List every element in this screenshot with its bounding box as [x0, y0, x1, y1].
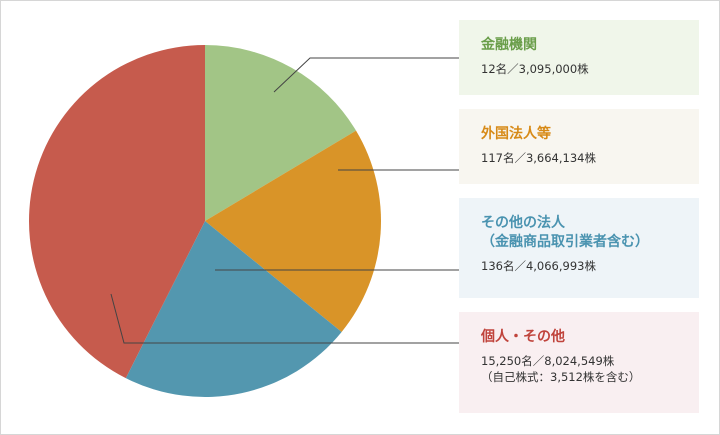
legend-holders-foreign: 117名 — [481, 151, 515, 165]
legend-title-foreign: 外国法人等 — [481, 126, 551, 142]
legend-separator: ／ — [514, 259, 526, 273]
legend-detail-financial: 12名／3,095,000株 — [481, 61, 699, 77]
legend-card-financial: 金融機関 12名／3,095,000株 — [459, 20, 699, 95]
legend-shares-foreign: 3,664,134株 — [525, 151, 596, 165]
legend-note-individual: （自己株式：3,512株を含む） — [481, 370, 641, 384]
legend-separator: ／ — [507, 62, 519, 76]
pie-slices — [28, 45, 381, 398]
legend-title-individual: 個人・その他 — [481, 329, 565, 345]
pie-slice-other_corp — [125, 221, 342, 398]
legend-holders-financial: 12名 — [481, 62, 508, 76]
leader-line-individual — [110, 293, 459, 344]
leader-line-financial — [273, 57, 459, 93]
legend-holders-individual: 15,250名 — [481, 354, 533, 368]
legend-separator: ／ — [514, 151, 526, 165]
legend-subtitle-other-corp: （金融商品取引業者含む） — [481, 234, 649, 250]
legend-shares-individual: 8,024,549株 — [544, 354, 615, 368]
legend-holders-other-corp: 136名 — [481, 259, 515, 273]
legend-detail-other-corp: 136名／4,066,993株 — [481, 258, 699, 274]
legend-title-other-corp: その他の法人 — [481, 215, 565, 231]
pie-slice-individual — [28, 45, 206, 379]
legend-detail-foreign: 117名／3,664,134株 — [481, 150, 699, 166]
legend-card-other-corp: その他の法人 （金融商品取引業者含む） 136名／4,066,993株 — [459, 198, 699, 298]
pie-slice-foreign — [205, 130, 381, 332]
legend-title-financial: 金融機関 — [481, 37, 537, 53]
pie-slice-financial — [205, 45, 357, 221]
legend-detail-individual: 15,250名／8,024,549株 — [481, 353, 699, 369]
legend-shares-financial: 3,095,000株 — [518, 62, 589, 76]
legend-separator: ／ — [532, 354, 545, 368]
legend-card-foreign: 外国法人等 117名／3,664,134株 — [459, 109, 699, 184]
legend-shares-other-corp: 4,066,993株 — [525, 259, 596, 273]
legend-card-individual: 個人・その他 15,250名／8,024,549株 （自己株式：3,512株を含… — [459, 312, 699, 413]
